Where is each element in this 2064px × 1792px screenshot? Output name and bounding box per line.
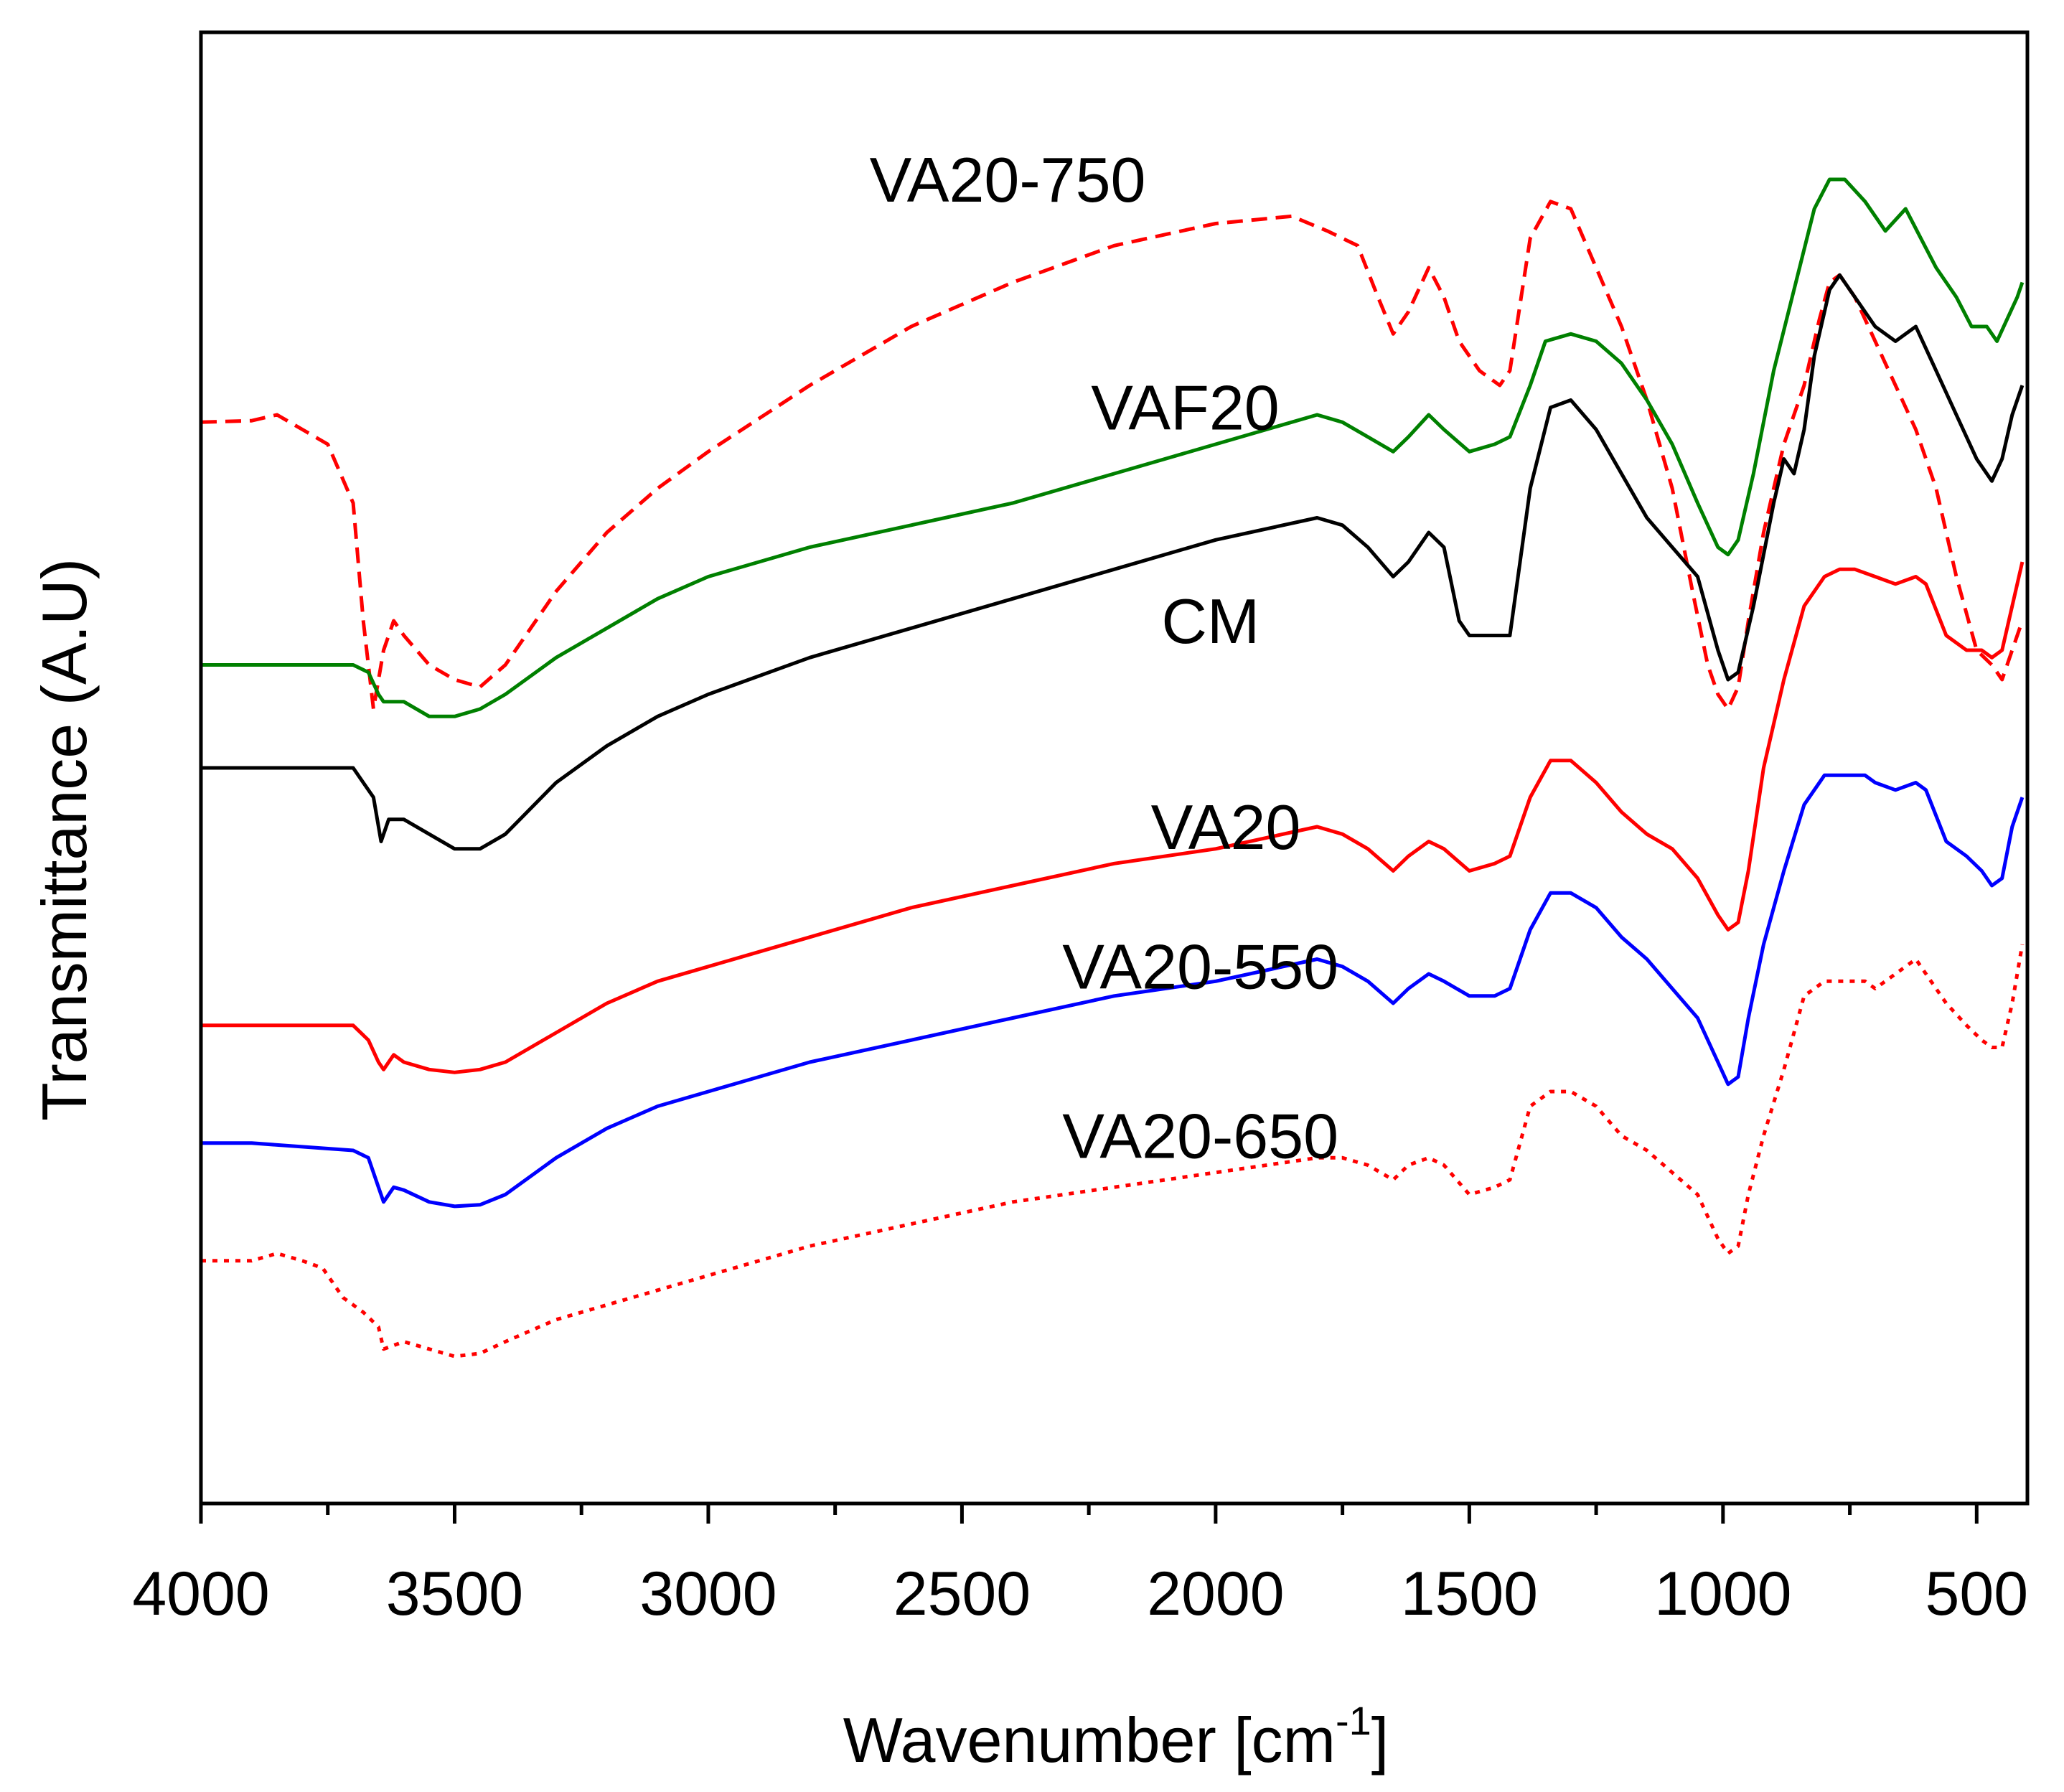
series-line-va20 — [201, 561, 2025, 1074]
series-line-va20-550 — [201, 773, 2025, 1209]
x-tick-label-4000: 4000 — [132, 1559, 269, 1628]
x-tick-label-500: 500 — [1925, 1559, 2029, 1628]
x-tick-label-1500: 1500 — [1401, 1559, 1538, 1628]
x-tick-label-2500: 2500 — [893, 1559, 1031, 1628]
plot-frame — [199, 30, 2030, 1506]
series-label-va20-650: VA20-650 — [1062, 1100, 1338, 1171]
series-line-va20-650 — [201, 944, 2025, 1359]
series-label-layer: VA20-750 VAF20 CM VA20 VA20-550 VA20-650 — [870, 144, 1339, 1172]
x-tick-label-3500: 3500 — [386, 1559, 523, 1628]
series-layer — [200, 177, 2025, 1359]
x-axis-label-superscript: -1 — [1336, 1698, 1371, 1743]
series-label-va20-550: VA20-550 — [1062, 932, 1338, 1003]
x-axis-ticks: 4000 3500 3000 2500 2000 1500 1000 500 — [132, 1504, 2028, 1628]
x-tick-label-3000: 3000 — [639, 1559, 777, 1628]
y-axis-label: Transmittance (A.U) — [29, 558, 100, 1121]
series-label-va20-750: VA20-750 — [870, 144, 1146, 215]
series-label-vaf20: VAF20 — [1091, 372, 1280, 444]
x-axis-label-main: Wavenumber [cm — [843, 1704, 1336, 1775]
series-line-cm — [201, 273, 2025, 851]
x-axis-label-bracket: ] — [1371, 1704, 1389, 1775]
series-label-va20: VA20 — [1151, 792, 1301, 863]
x-tick-label-2000: 2000 — [1147, 1559, 1284, 1628]
x-axis-label: Wavenumber [cm-1] — [843, 1698, 1389, 1775]
x-tick-label-1000: 1000 — [1654, 1559, 1791, 1628]
series-line-vaf20 — [201, 177, 2025, 718]
series-label-cm: CM — [1161, 586, 1259, 657]
